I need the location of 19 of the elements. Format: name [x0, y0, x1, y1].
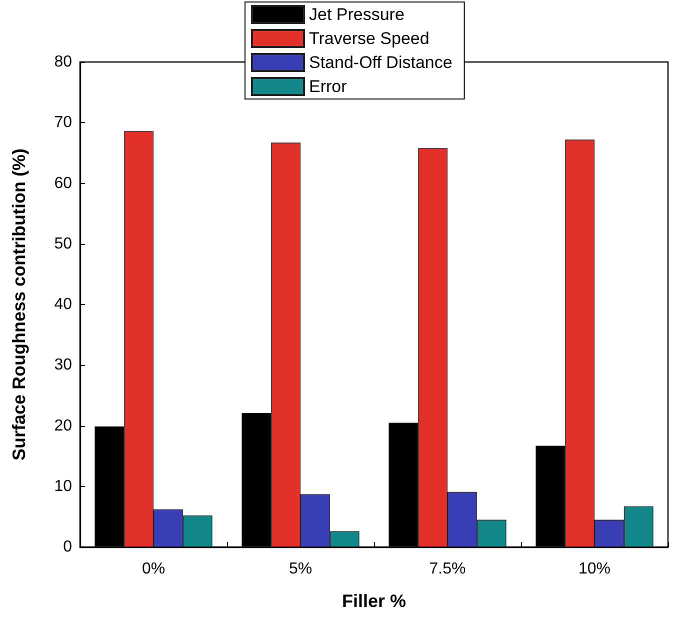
- y-axis-title: Surface Roughness contribution (%): [9, 148, 29, 461]
- y-tick-label: 80: [54, 54, 72, 70]
- y-tick-label: 30: [54, 356, 72, 374]
- y-tick-label: 20: [54, 417, 72, 434]
- legend-label: Jet Pressure: [309, 5, 404, 24]
- x-tick-label: 5%: [288, 560, 312, 578]
- y-tick-label: 10: [54, 478, 72, 495]
- x-tick-label: 0%: [142, 560, 166, 578]
- legend-label: Traverse Speed: [309, 29, 430, 48]
- y-tick-label: 40: [54, 296, 72, 313]
- x-tick-label: 10%: [578, 560, 611, 578]
- x-axis-title: Filler %: [342, 591, 406, 611]
- y-tick-label: 0: [63, 538, 72, 556]
- x-tick-label: 7.5%: [429, 560, 466, 578]
- legend-label: Error: [309, 77, 348, 96]
- legend-label: Stand-Off Distance: [309, 53, 452, 72]
- y-tick-label: 70: [54, 114, 72, 132]
- y-tick-label: 50: [54, 235, 72, 252]
- y-tick-label: 60: [54, 174, 72, 192]
